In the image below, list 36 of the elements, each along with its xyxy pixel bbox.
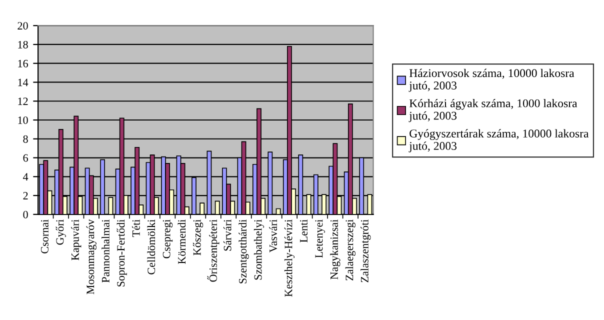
x-tick-label: Téti xyxy=(132,219,140,237)
x-tick-label: Zalaegerszegi xyxy=(345,219,356,280)
x-tick-label: Sárvári xyxy=(223,219,232,251)
y-tick-label: 0 xyxy=(23,210,28,218)
x-tick-label: Nagykanizsai xyxy=(330,219,340,280)
y-tick-label: 4 xyxy=(22,173,28,180)
y-tick-label: 10 xyxy=(18,116,28,124)
legend-label: Háziorvosok száma, 10000 lakosra jutó, 2003 xyxy=(408,68,574,92)
x-tick-label: Letenyei xyxy=(315,219,325,258)
x-tick-label: Keszthely-Hévízi xyxy=(284,219,295,297)
y-tick-label: 16 xyxy=(18,60,28,68)
y-tick-label: 18 xyxy=(18,40,28,48)
y-tick-label: 14 xyxy=(18,78,28,86)
x-tick-label: Vasvári xyxy=(269,219,278,252)
x-tick-label: Kőszegi xyxy=(192,219,204,256)
legend-label: Gyógyszertárak száma, 10000 lakosra jutó, 2003 xyxy=(408,129,589,152)
x-tick-label: Kapuvári xyxy=(71,219,82,260)
x-tick-label: Szombathelyi xyxy=(254,219,264,280)
x-tick-label: Körmendi xyxy=(178,219,186,264)
y-tick-label: 12 xyxy=(18,98,28,105)
x-tick-label: Győri xyxy=(56,219,66,245)
x-tick-label: Csornai xyxy=(40,219,48,254)
x-tick-label: Lenti xyxy=(300,219,308,242)
x-tick-label: Pannonhalmai xyxy=(102,219,110,283)
y-tick-label: 8 xyxy=(23,135,28,143)
x-tick-label: Zalaszentgróti xyxy=(360,219,371,282)
x-tick-label: Őriszentpéteri xyxy=(207,219,220,282)
y-tick-label: 2 xyxy=(23,192,28,200)
x-tick-label: Mosonmagyaróv xyxy=(86,219,96,294)
x-tick-label: Sopron-Fertődi xyxy=(116,219,127,286)
x-tick-label: Csepregi xyxy=(162,219,173,258)
x-tick-label: Szentgotthárdi xyxy=(238,219,249,284)
y-tick-label: 6 xyxy=(23,154,28,162)
y-tick-label: 20 xyxy=(18,22,28,30)
x-tick-label: Celldömölki xyxy=(147,219,156,274)
legend-label: Kórházi ágyak száma, 1000 lakosra jutó, 2003 xyxy=(408,98,578,122)
